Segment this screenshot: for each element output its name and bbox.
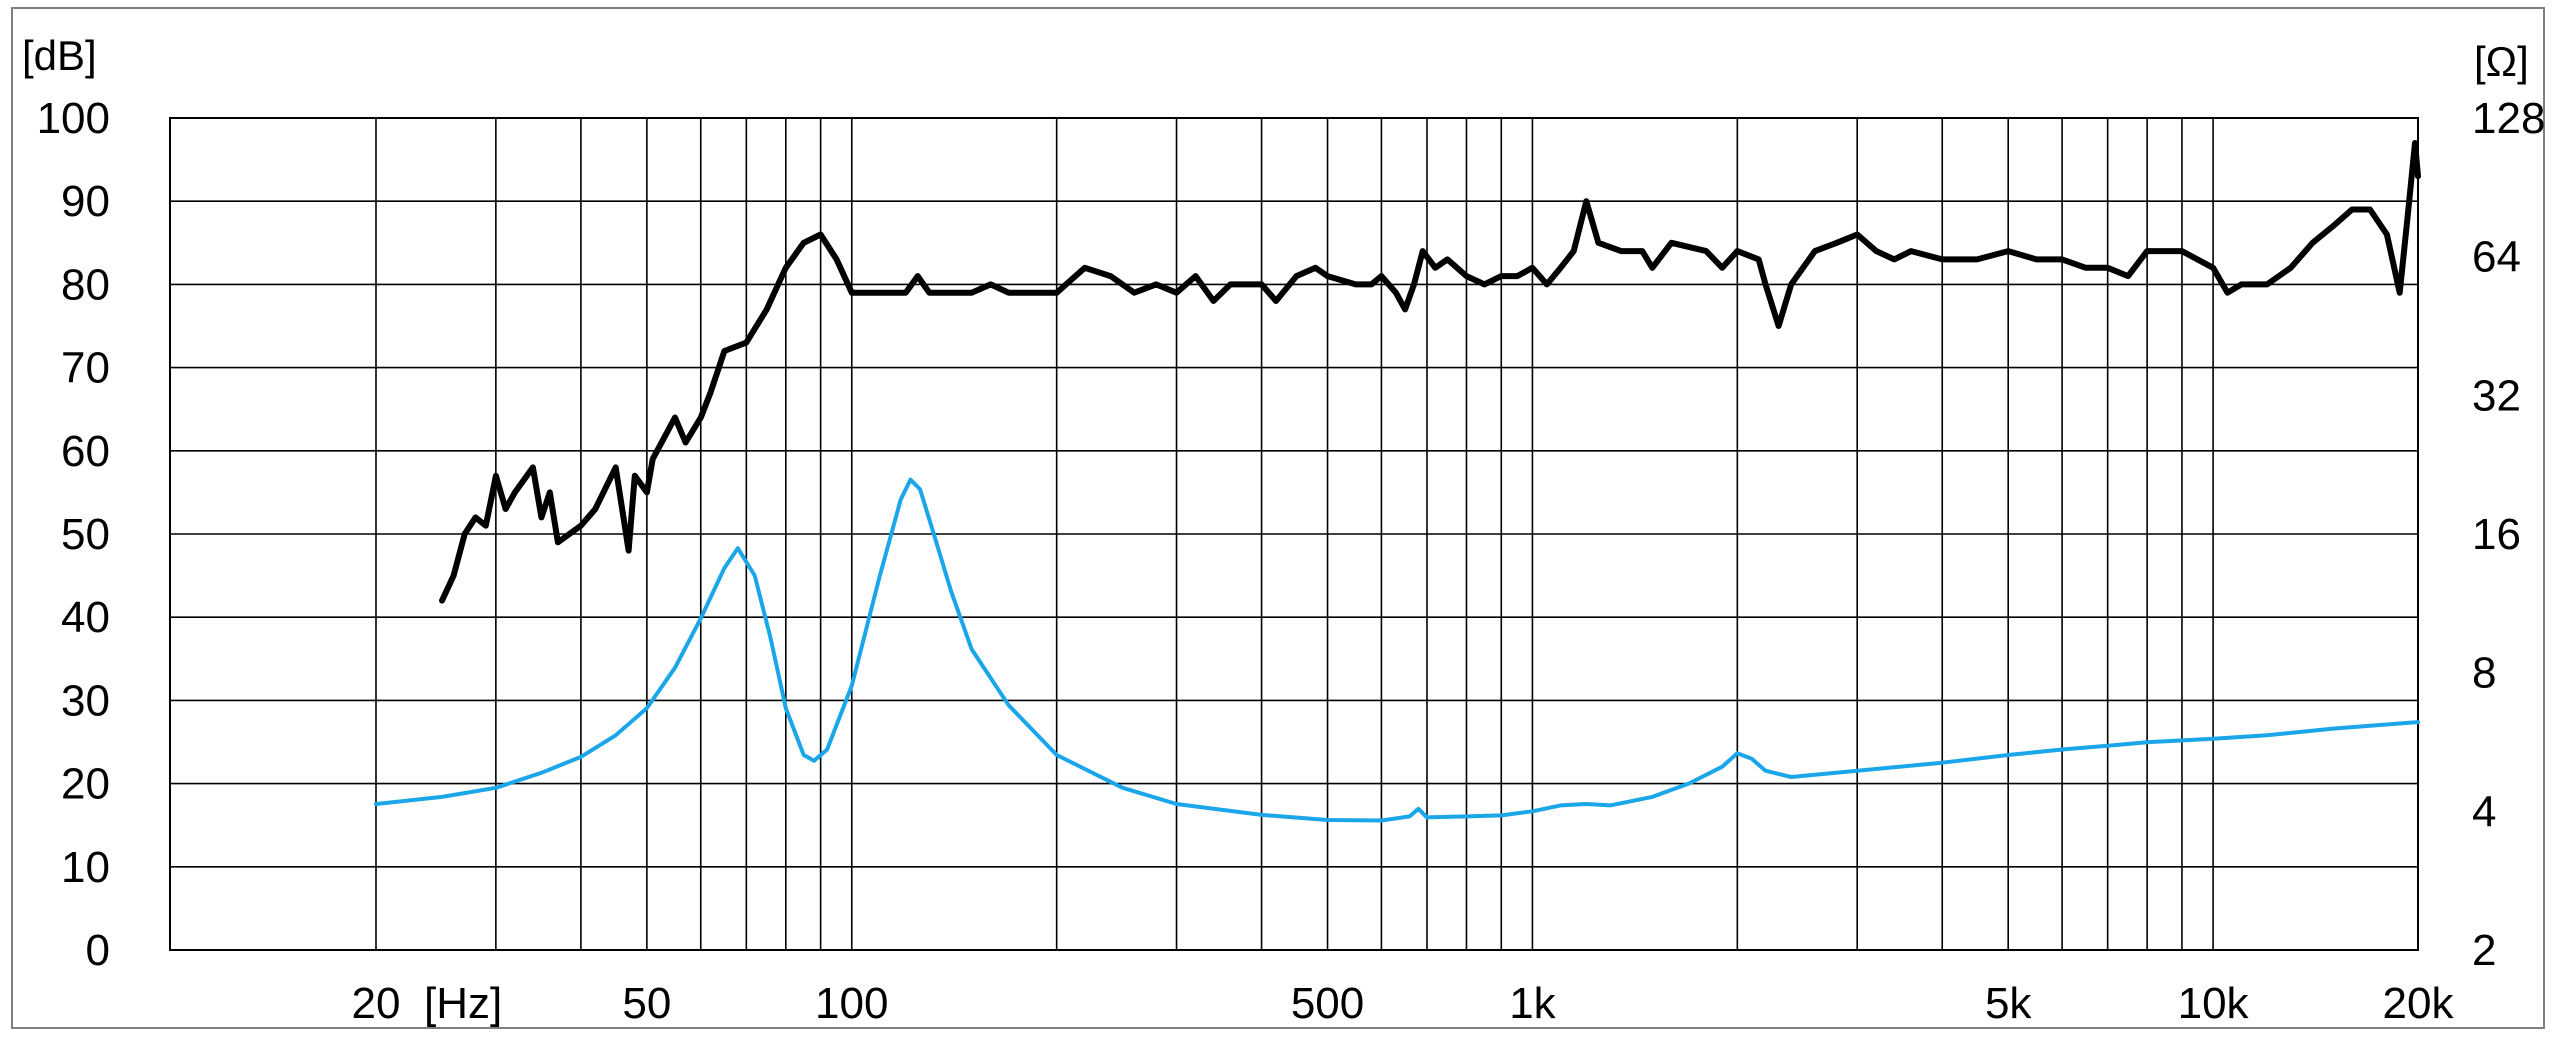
y-right-tick-label: 2: [2472, 926, 2496, 975]
chart-border: [11, 7, 2545, 1029]
plot-area-frame: [169, 117, 2419, 951]
y-left-tick-label: 100: [37, 94, 110, 143]
y-left-tick-label: 20: [61, 760, 110, 809]
spl-curve: [439, 140, 2421, 604]
y-left-tick-label: 80: [61, 260, 110, 309]
x-tick-label: 500: [1291, 979, 1364, 1028]
y-right-tick-label: 16: [2472, 510, 2521, 559]
y-left-tick-label: 10: [61, 843, 110, 892]
y-left-tick-label: 30: [61, 676, 110, 725]
series-lines: [374, 140, 2421, 823]
y-left-tick-label: 60: [61, 427, 110, 476]
x-tick-label: 20k: [2383, 979, 2455, 1028]
y-right-tick-label: 32: [2472, 371, 2521, 420]
x-tick-label: 10k: [2178, 979, 2250, 1028]
x-tick-label: 100: [815, 979, 888, 1028]
x-unit-label: [Hz]: [424, 979, 502, 1028]
y-left-unit-label: [dB]: [22, 32, 97, 79]
y-left-tick-label: 70: [61, 344, 110, 393]
y-right-tick-label: 128: [2472, 94, 2545, 143]
y-left-tick-label: 0: [86, 926, 110, 975]
y-right-tick-label: 64: [2472, 233, 2521, 282]
y-left-tick-label: 90: [61, 177, 110, 226]
x-tick-label: 50: [622, 979, 671, 1028]
y-right-tick-label: 4: [2472, 787, 2496, 836]
x-tick-label: 5k: [1985, 979, 2032, 1028]
y-left-tick-label: 50: [61, 510, 110, 559]
x-tick-label: 20: [352, 979, 401, 1028]
y-left-tick-label: 40: [61, 593, 110, 642]
impedance-curve: [374, 477, 2420, 823]
axis-labels: 0 10 20 30 40 50 60 70 80 90 100 2 4 8 16 32 64 128 20 50 10…: [37, 94, 2546, 1028]
y-right-unit-label: [Ω]: [2474, 38, 2529, 85]
x-tick-label: 1k: [1509, 979, 1556, 1028]
y-right-tick-label: 8: [2472, 649, 2496, 698]
